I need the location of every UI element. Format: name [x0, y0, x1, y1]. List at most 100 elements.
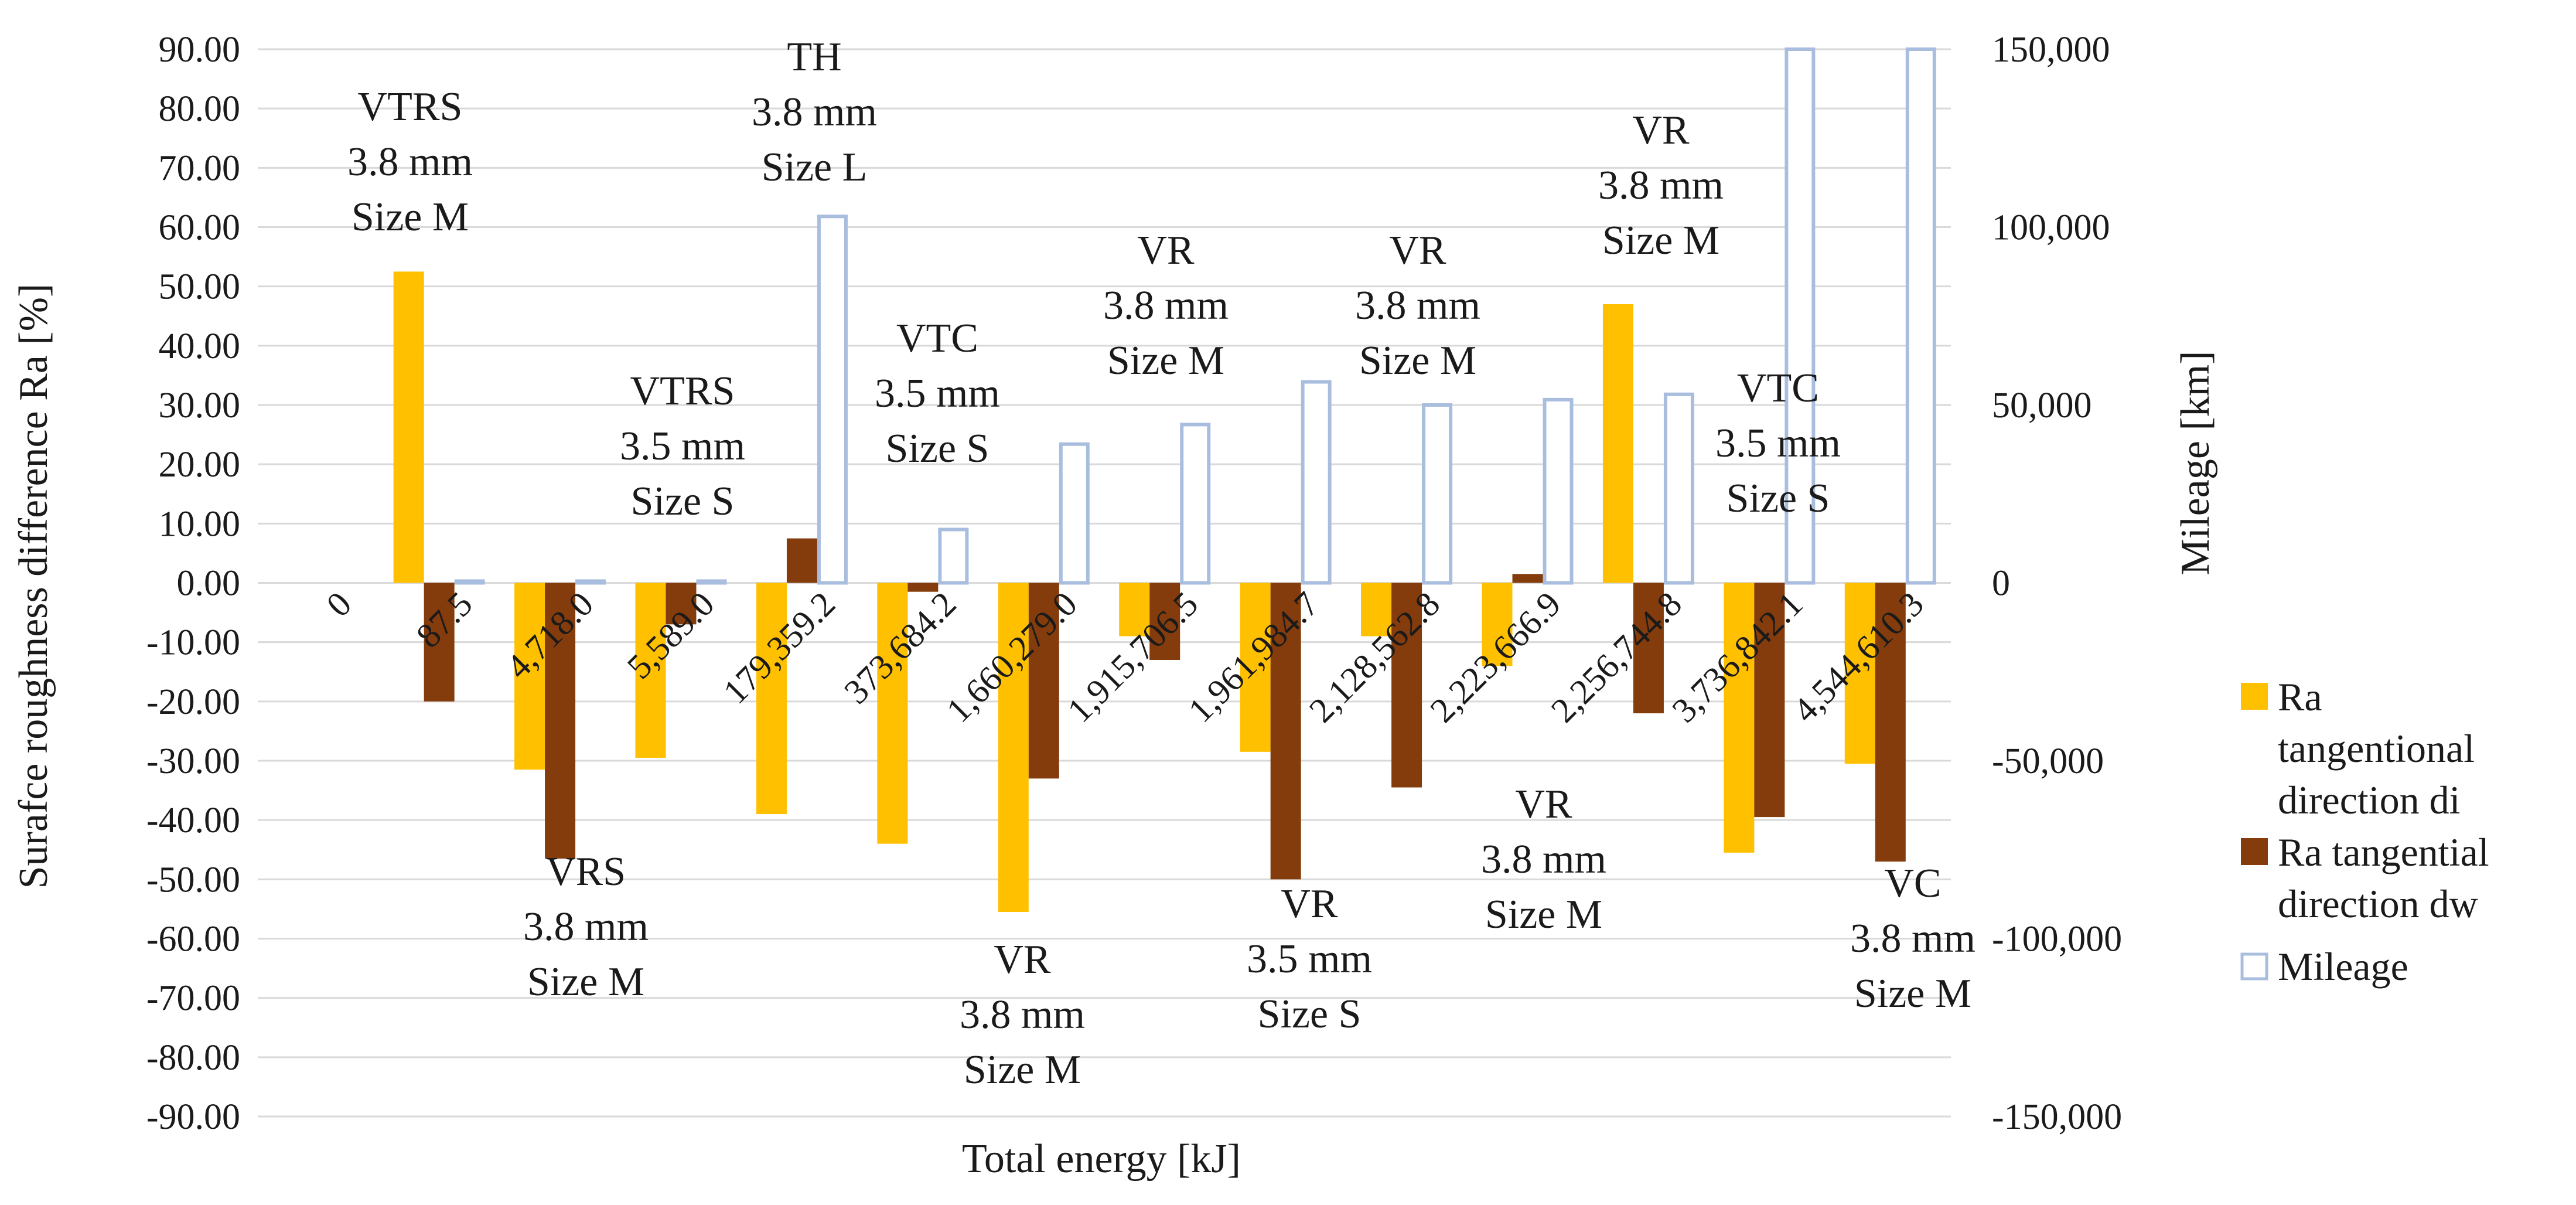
annotation-label: VTC	[1737, 366, 1819, 411]
category-label: 2,256,744.8	[1544, 584, 1689, 730]
y-tick-label: 0.00	[177, 564, 241, 604]
bar-ra-tangential-direction-dw-7	[1149, 583, 1180, 661]
y-tick-label: 20.00	[159, 445, 241, 485]
legend-label: Ra	[2278, 675, 2322, 719]
bar-ra-tangentional-direction-di-6	[998, 583, 1029, 912]
annotation-label: 3.8 mm	[1103, 283, 1229, 328]
bar-ra-tangentional-direction-di-9	[1361, 583, 1392, 636]
y2-tick-label: -100,000	[1992, 920, 2122, 959]
annotation-label: Size M	[1485, 892, 1602, 937]
bar-ra-tangentional-direction-di-7	[1119, 583, 1150, 636]
y-tick-label: 60.00	[159, 208, 241, 248]
legend-swatch-ra-tangentional-direction-di	[2241, 683, 2268, 710]
annotation-label: 3.8 mm	[1355, 283, 1480, 328]
y-tick-label: 90.00	[159, 30, 241, 70]
y-tick-label: -50.00	[146, 860, 240, 900]
annotation-label: 3.8 mm	[523, 904, 649, 949]
annotation-label: VTRS	[630, 369, 735, 414]
legend: Ra tangentional direction di Ra tangential d…	[2240, 675, 2489, 989]
legend-label: Mileage	[2278, 944, 2408, 989]
y-tick-label: -60.00	[146, 920, 240, 959]
annotation-label: VRS	[546, 849, 626, 894]
category-label: 0	[319, 584, 359, 624]
y2-tick-label: 50,000	[1992, 386, 2092, 426]
annotation-label: 3.5 mm	[875, 371, 1000, 416]
annotation-label: Size M	[527, 959, 644, 1005]
annotation-label: VR	[1515, 782, 1572, 827]
y2-axis-title: Mileage [km]	[2173, 351, 2218, 576]
bar-ra-tangentional-direction-di-2	[514, 583, 545, 770]
annotation-label: Size L	[762, 145, 868, 190]
y-axis-ticks: 90.00 80.00 70.00 60.00 50.00 40.00 30.00 20.00…	[146, 30, 240, 1137]
annotation-label: 3.8 mm	[1481, 837, 1606, 882]
annotation-label: Size S	[886, 426, 990, 471]
bar-mileage-8	[1301, 380, 1332, 585]
annotation-label: Size S	[1258, 992, 1362, 1037]
bar-ra-tangential-direction-dw-10	[1512, 574, 1543, 583]
annotation-label: Size M	[1107, 338, 1224, 383]
bar-mileage-1	[454, 579, 485, 585]
annotation-label: 3.5 mm	[620, 424, 745, 469]
y-tick-label: -10.00	[146, 623, 240, 663]
y2-tick-label: -50,000	[1992, 741, 2104, 781]
legend-label: tangentional	[2278, 726, 2475, 771]
bar-ra-tangential-direction-dw-1	[424, 583, 455, 702]
legend-label: direction di	[2278, 778, 2461, 822]
y2-tick-label: 150,000	[1992, 30, 2110, 70]
annotation-label: VTRS	[358, 84, 463, 130]
annotation-label: VR	[1389, 228, 1446, 273]
bar-ra-tangentional-direction-di-1	[393, 271, 424, 583]
y-tick-label: 10.00	[159, 504, 241, 544]
y-tick-label: 70.00	[159, 148, 241, 188]
bar-mileage-10	[1543, 397, 1574, 585]
annotation-label: VR	[994, 937, 1051, 982]
bar-mileage-11	[1663, 392, 1694, 585]
annotation-label: 3.8 mm	[1598, 163, 1724, 208]
y-tick-label: 80.00	[159, 89, 241, 129]
x-axis-title: Total energy [kJ]	[962, 1136, 1241, 1182]
y-tick-label: 50.00	[159, 267, 241, 307]
bar-ra-tangentional-direction-di-10	[1482, 583, 1513, 666]
annotation-label: VR	[1281, 881, 1338, 927]
bar-ra-tangentional-direction-di-8	[1240, 583, 1271, 752]
y2-tick-label: 100,000	[1992, 208, 2110, 248]
annotation-label: Size M	[1854, 971, 1971, 1016]
annotation-label: Size M	[1359, 338, 1476, 383]
bar-ra-tangential-direction-dw-9	[1391, 583, 1422, 788]
annotation-label: VTC	[896, 316, 978, 361]
annotation-label: 3.5 mm	[1715, 421, 1841, 466]
bar-ra-tangential-direction-dw-13	[1875, 583, 1906, 862]
y-tick-label: 30.00	[159, 386, 241, 426]
bar-mileage-2	[575, 579, 606, 585]
bar-ra-tangential-direction-dw-5	[907, 583, 939, 592]
annotation-label: Size S	[631, 479, 735, 524]
category-label: 87.5	[409, 584, 480, 655]
y-tick-label: -80.00	[146, 1038, 240, 1078]
y2-tick-label: 0	[1992, 564, 2010, 604]
y-tick-label: -90.00	[146, 1097, 240, 1137]
annotation-label: 3.8 mm	[752, 90, 877, 135]
annotation-label: Size M	[352, 195, 469, 240]
y2-axis-ticks: 150,000 100,000 50,000 0 -50,000 -100,000 -150…	[1992, 30, 2122, 1137]
y-tick-label: -40.00	[146, 801, 240, 840]
bar-ra-tangentional-direction-di-4	[756, 583, 787, 815]
annotation-label: VC	[1884, 861, 1941, 906]
gridlines	[258, 48, 1951, 1118]
legend-label: direction dw	[2278, 881, 2478, 926]
bars	[393, 47, 1936, 912]
annotation-label: 3.8 mm	[960, 992, 1085, 1037]
annotation-label: Size M	[964, 1047, 1081, 1092]
annotation-label: VR	[1137, 228, 1195, 273]
bar-mileage-6	[1059, 442, 1090, 585]
bar-ra-tangentional-direction-di-13	[1844, 583, 1875, 764]
y-tick-label: -30.00	[146, 741, 240, 781]
bar-mileage-5	[938, 527, 969, 585]
annotation-label: 3.8 mm	[1850, 916, 1975, 961]
bar-mileage-9	[1422, 403, 1453, 585]
annotation-label: 3.8 mm	[347, 139, 473, 185]
annotation-label: Size M	[1602, 218, 1719, 263]
y-tick-label: 40.00	[159, 326, 241, 366]
legend-swatch-mileage	[2240, 952, 2268, 981]
